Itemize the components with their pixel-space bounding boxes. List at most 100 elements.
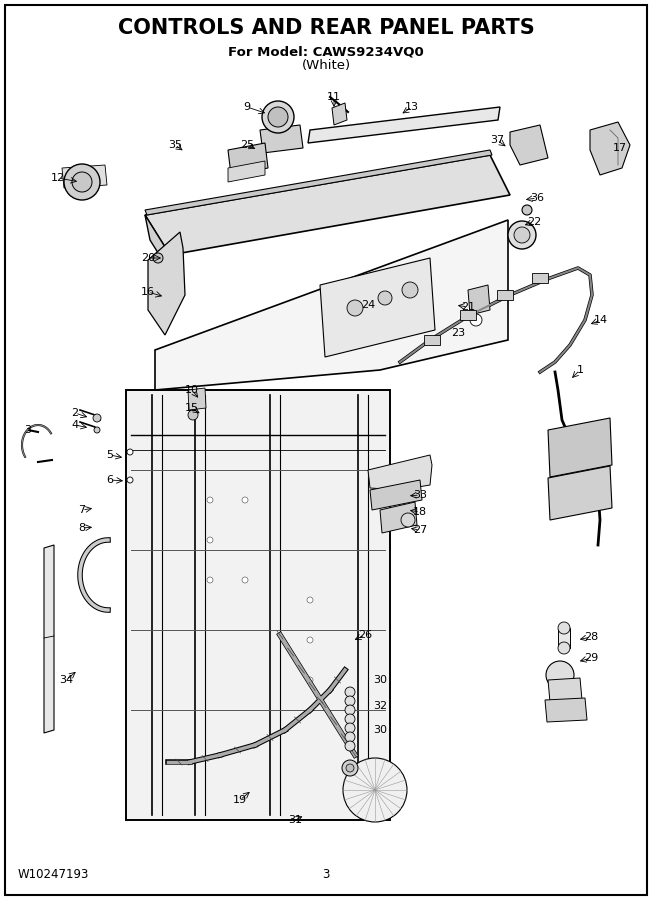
Polygon shape bbox=[548, 418, 612, 477]
Polygon shape bbox=[320, 258, 435, 357]
Text: 35: 35 bbox=[168, 140, 182, 150]
Text: 15: 15 bbox=[185, 403, 199, 413]
Text: 25: 25 bbox=[240, 140, 254, 150]
Circle shape bbox=[207, 537, 213, 543]
Circle shape bbox=[94, 427, 100, 433]
Circle shape bbox=[207, 577, 213, 583]
Polygon shape bbox=[510, 125, 548, 165]
Text: 28: 28 bbox=[584, 632, 598, 642]
Text: 32: 32 bbox=[373, 701, 387, 711]
Polygon shape bbox=[460, 310, 476, 320]
Text: 6: 6 bbox=[106, 475, 113, 485]
Circle shape bbox=[402, 282, 418, 298]
Circle shape bbox=[262, 101, 294, 133]
Circle shape bbox=[307, 597, 313, 603]
Polygon shape bbox=[148, 232, 185, 335]
Circle shape bbox=[345, 732, 355, 742]
Text: 21: 21 bbox=[461, 302, 475, 312]
Circle shape bbox=[345, 696, 355, 706]
Circle shape bbox=[345, 741, 355, 751]
Text: 22: 22 bbox=[527, 217, 541, 227]
Text: 37: 37 bbox=[490, 135, 504, 145]
Polygon shape bbox=[548, 466, 612, 520]
Circle shape bbox=[345, 705, 355, 715]
Circle shape bbox=[342, 760, 358, 776]
Text: 13: 13 bbox=[405, 102, 419, 112]
Circle shape bbox=[242, 577, 248, 583]
Text: 26: 26 bbox=[358, 630, 372, 640]
Circle shape bbox=[307, 677, 313, 683]
Polygon shape bbox=[532, 273, 548, 283]
Circle shape bbox=[345, 687, 355, 697]
Text: CONTROLS AND REAR PANEL PARTS: CONTROLS AND REAR PANEL PARTS bbox=[117, 18, 535, 38]
Circle shape bbox=[188, 410, 198, 420]
Polygon shape bbox=[44, 545, 54, 733]
Circle shape bbox=[207, 497, 213, 503]
Text: 29: 29 bbox=[584, 653, 598, 663]
Text: 11: 11 bbox=[327, 92, 341, 102]
Text: 10: 10 bbox=[185, 385, 199, 395]
Polygon shape bbox=[228, 143, 268, 175]
Text: 3: 3 bbox=[322, 868, 330, 881]
Circle shape bbox=[153, 253, 163, 263]
Circle shape bbox=[345, 714, 355, 724]
Polygon shape bbox=[228, 161, 265, 182]
Polygon shape bbox=[332, 103, 347, 125]
Polygon shape bbox=[558, 628, 570, 648]
Text: 2: 2 bbox=[72, 408, 78, 418]
Circle shape bbox=[401, 513, 415, 527]
Circle shape bbox=[347, 300, 363, 316]
Circle shape bbox=[127, 449, 133, 455]
Text: 27: 27 bbox=[413, 525, 427, 535]
Circle shape bbox=[242, 497, 248, 503]
Text: 30: 30 bbox=[373, 725, 387, 735]
Text: For Model: CAWS9234VQ0: For Model: CAWS9234VQ0 bbox=[228, 46, 424, 58]
Text: 8: 8 bbox=[78, 523, 85, 533]
Text: 24: 24 bbox=[361, 300, 375, 310]
Circle shape bbox=[127, 477, 133, 483]
Text: 17: 17 bbox=[613, 143, 627, 153]
Circle shape bbox=[307, 637, 313, 643]
Text: 20: 20 bbox=[141, 253, 155, 263]
Text: 36: 36 bbox=[530, 193, 544, 203]
Text: (White): (White) bbox=[301, 59, 351, 73]
Text: 9: 9 bbox=[243, 102, 250, 112]
Polygon shape bbox=[155, 220, 508, 390]
Polygon shape bbox=[545, 698, 587, 722]
Circle shape bbox=[346, 764, 354, 772]
Text: 7: 7 bbox=[78, 505, 85, 515]
Polygon shape bbox=[188, 388, 206, 410]
Text: 34: 34 bbox=[59, 675, 73, 685]
Circle shape bbox=[514, 227, 530, 243]
Text: 5: 5 bbox=[106, 450, 113, 460]
Text: 4: 4 bbox=[72, 420, 78, 430]
Circle shape bbox=[268, 107, 288, 127]
Polygon shape bbox=[497, 290, 513, 300]
Polygon shape bbox=[145, 215, 175, 280]
Circle shape bbox=[72, 172, 92, 192]
Text: 30: 30 bbox=[373, 675, 387, 685]
Circle shape bbox=[93, 414, 101, 422]
Circle shape bbox=[508, 221, 536, 249]
Circle shape bbox=[345, 723, 355, 733]
Text: 1: 1 bbox=[576, 365, 584, 375]
Text: 19: 19 bbox=[233, 795, 247, 805]
Text: 23: 23 bbox=[451, 328, 465, 338]
Polygon shape bbox=[368, 455, 432, 490]
Polygon shape bbox=[260, 125, 303, 153]
Circle shape bbox=[522, 205, 532, 215]
Polygon shape bbox=[370, 480, 422, 510]
Text: 18: 18 bbox=[413, 507, 427, 517]
Text: W10247193: W10247193 bbox=[18, 868, 89, 881]
Circle shape bbox=[558, 642, 570, 654]
Polygon shape bbox=[424, 335, 440, 345]
Circle shape bbox=[64, 164, 100, 200]
Circle shape bbox=[558, 622, 570, 634]
Text: 31: 31 bbox=[288, 815, 302, 825]
Polygon shape bbox=[590, 122, 630, 175]
Polygon shape bbox=[126, 390, 390, 820]
Circle shape bbox=[343, 758, 407, 822]
Text: 3: 3 bbox=[25, 425, 31, 435]
Circle shape bbox=[470, 314, 482, 326]
Circle shape bbox=[378, 291, 392, 305]
